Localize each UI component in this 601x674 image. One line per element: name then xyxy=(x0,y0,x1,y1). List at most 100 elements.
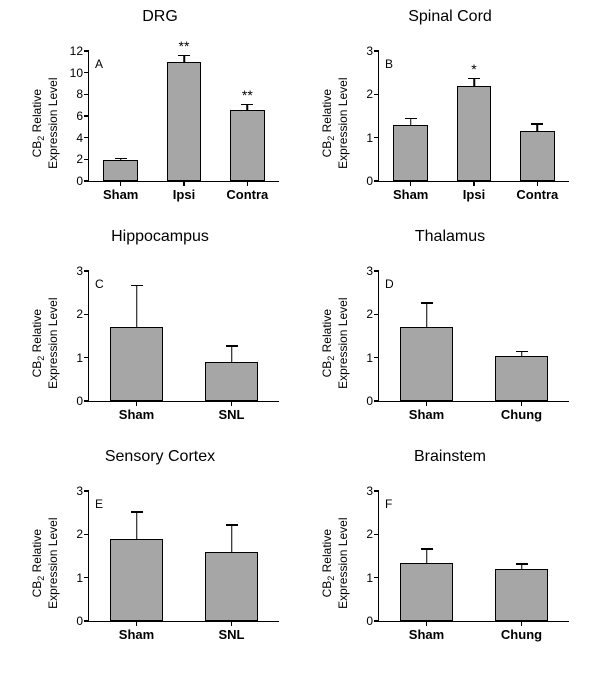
panel-letter: D xyxy=(385,277,394,291)
y-axis-label: CB2 RelativeExpression Level xyxy=(320,58,350,188)
error-cap xyxy=(226,345,238,347)
x-tick-label: Contra xyxy=(516,181,558,202)
y-tick-label: 8 xyxy=(76,87,89,101)
panel-title: Sensory Cortex xyxy=(30,448,290,466)
bar xyxy=(393,125,428,181)
y-axis-label: CB2 RelativeExpression Level xyxy=(30,58,60,188)
significance-marker: * xyxy=(471,61,476,77)
panel-title: DRG xyxy=(30,8,290,26)
bar xyxy=(400,563,452,622)
bar xyxy=(400,327,452,401)
y-tick-label: 0 xyxy=(76,394,89,408)
bar xyxy=(457,86,492,181)
y-tick-label: 6 xyxy=(76,109,89,123)
panel-e: Sensory CortexCB2 RelativeExpression Lev… xyxy=(30,470,290,650)
error-bar xyxy=(426,550,428,563)
bar xyxy=(230,110,265,182)
error-cap xyxy=(468,78,480,80)
error-cap xyxy=(131,511,143,513)
bar xyxy=(520,131,555,181)
error-bar xyxy=(183,56,185,61)
bar xyxy=(205,552,257,621)
significance-marker: ** xyxy=(179,38,190,54)
error-cap xyxy=(241,104,253,106)
y-tick-label: 2 xyxy=(366,307,379,321)
error-bar xyxy=(231,347,233,362)
error-cap xyxy=(115,158,127,160)
panel-letter: C xyxy=(95,277,104,291)
x-tick-label: Sham xyxy=(119,621,154,642)
bar xyxy=(110,327,162,401)
y-tick-label: 3 xyxy=(366,44,379,58)
y-tick-label: 12 xyxy=(70,44,89,58)
bar xyxy=(205,362,257,401)
panel-title: Spinal Cord xyxy=(320,8,580,26)
panel-d: ThalamusCB2 RelativeExpression Level0123… xyxy=(320,250,580,430)
error-cap xyxy=(421,302,433,304)
plot-area: CB2 RelativeExpression Level024681012Sha… xyxy=(88,51,279,182)
panel-c: HippocampusCB2 RelativeExpression Level0… xyxy=(30,250,290,430)
plot-area: CB2 RelativeExpression Level0123Sham*Ips… xyxy=(378,51,569,182)
y-tick-label: 0 xyxy=(366,394,379,408)
error-cap xyxy=(405,118,417,120)
panel-letter: E xyxy=(95,497,103,511)
panel-a: DRGCB2 RelativeExpression Level024681012… xyxy=(30,30,290,210)
x-tick-label: Sham xyxy=(409,621,444,642)
figure-root: DRGCB2 RelativeExpression Level024681012… xyxy=(0,0,601,674)
error-cap xyxy=(531,123,543,125)
x-tick-label: Sham xyxy=(409,401,444,422)
panel-letter: A xyxy=(95,57,103,71)
y-tick-label: 4 xyxy=(76,131,89,145)
y-tick-label: 1 xyxy=(76,351,89,365)
error-bar xyxy=(521,565,523,569)
y-tick-label: 1 xyxy=(366,571,379,585)
error-cap xyxy=(421,548,433,550)
x-tick-label: Sham xyxy=(103,181,138,202)
error-bar xyxy=(521,352,523,355)
y-axis-label: CB2 RelativeExpression Level xyxy=(30,278,60,408)
x-tick-label: Chung xyxy=(501,621,542,642)
plot-area: CB2 RelativeExpression Level0123ShamChun… xyxy=(378,271,569,402)
panel-letter: B xyxy=(385,57,393,71)
y-tick-label: 0 xyxy=(76,614,89,628)
x-tick-label: SNL xyxy=(219,621,245,642)
panel-title: Hippocampus xyxy=(30,228,290,246)
x-tick-label: Sham xyxy=(393,181,428,202)
error-bar xyxy=(473,79,475,86)
y-tick-label: 0 xyxy=(76,174,89,188)
y-tick-label: 3 xyxy=(76,264,89,278)
x-tick-label: Ipsi xyxy=(173,181,195,202)
error-bar xyxy=(231,526,233,552)
error-cap xyxy=(516,351,528,353)
significance-marker: ** xyxy=(242,87,253,103)
plot-area: CB2 RelativeExpression Level0123ShamSNLE xyxy=(88,491,279,622)
y-tick-label: 2 xyxy=(76,527,89,541)
y-tick-label: 2 xyxy=(76,307,89,321)
error-bar xyxy=(537,125,539,132)
error-bar xyxy=(426,304,428,328)
y-tick-label: 0 xyxy=(366,174,379,188)
y-tick-label: 10 xyxy=(70,66,89,80)
plot-area: CB2 RelativeExpression Level0123ShamSNLC xyxy=(88,271,279,402)
y-tick-label: 2 xyxy=(76,152,89,166)
y-tick-label: 1 xyxy=(366,131,379,145)
error-bar xyxy=(120,159,122,160)
panel-b: Spinal CordCB2 RelativeExpression Level0… xyxy=(320,30,580,210)
panel-title: Brainstem xyxy=(320,448,580,466)
y-tick-label: 3 xyxy=(366,264,379,278)
error-bar xyxy=(136,513,138,539)
panel-f: BrainstemCB2 RelativeExpression Level012… xyxy=(320,470,580,650)
bar xyxy=(103,160,138,181)
error-bar xyxy=(247,105,249,109)
x-tick-label: Sham xyxy=(119,401,154,422)
error-bar xyxy=(410,119,412,124)
error-cap xyxy=(516,563,528,565)
x-tick-label: Chung xyxy=(501,401,542,422)
x-tick-label: Ipsi xyxy=(463,181,485,202)
x-tick-label: Contra xyxy=(226,181,268,202)
y-tick-label: 2 xyxy=(366,527,379,541)
panel-title: Thalamus xyxy=(320,228,580,246)
bar xyxy=(495,569,547,621)
x-tick-label: SNL xyxy=(219,401,245,422)
bar xyxy=(110,539,162,621)
